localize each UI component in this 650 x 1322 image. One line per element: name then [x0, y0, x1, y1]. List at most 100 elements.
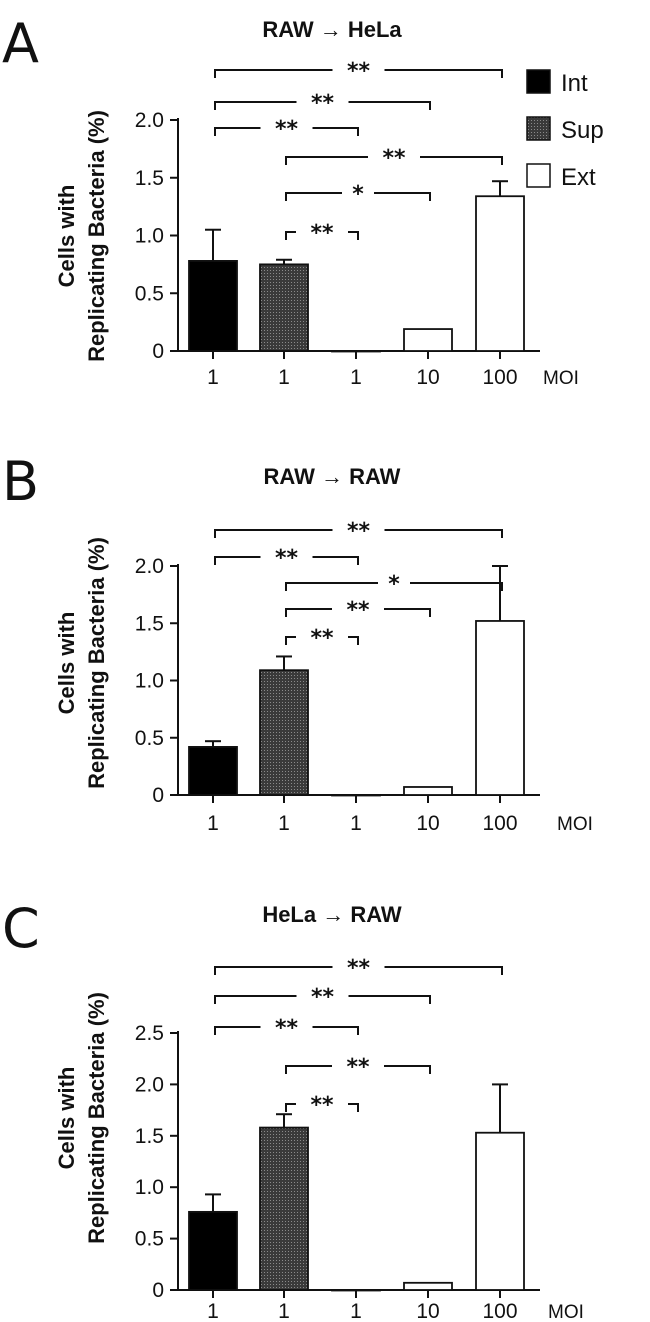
bar-int — [188, 746, 238, 796]
bracket-right — [410, 582, 503, 591]
y-axis-label-line: Replicating Bacteria (%) — [84, 110, 109, 362]
y-tick-label: 2.0 — [135, 109, 164, 132]
bracket-left — [285, 608, 332, 617]
chart-title: HeLa → RAW — [262, 902, 402, 927]
bar-ext — [475, 195, 525, 352]
significance-bracket: * — [285, 572, 503, 597]
significance-label: ** — [275, 117, 299, 142]
bracket-right — [384, 1065, 431, 1074]
y-tick-label: 1.5 — [135, 1125, 164, 1148]
bracket-right — [348, 636, 359, 645]
y-tick-label: 1.0 — [135, 225, 164, 248]
significance-bracket: * — [285, 182, 431, 207]
significance-label: ** — [347, 519, 371, 544]
bracket-left — [285, 156, 368, 165]
y-axis-label: Cells with Replicating Bacteria (%) — [54, 110, 109, 362]
x-tick-label: 1 — [350, 812, 362, 835]
significance-label: ** — [347, 956, 371, 981]
bracket-left — [285, 231, 296, 240]
bracket-right — [384, 966, 503, 975]
y-tick-label: 0.5 — [135, 282, 164, 305]
y-axis-label-line: Cells with — [54, 612, 79, 715]
x-tick-label: 1 — [278, 812, 290, 835]
significance-bracket: ** — [214, 117, 359, 142]
significance-label: * — [388, 572, 400, 597]
bracket-right — [312, 1026, 359, 1035]
chart-panel-a: A RAW → HeLa Cells with Replicating Bacteri… — [2, 12, 579, 389]
x-axis-label: MOI — [557, 814, 593, 835]
x-tick-label: 10 — [416, 366, 439, 389]
bracket-left — [214, 1026, 261, 1035]
y-tick-label: 2.0 — [135, 555, 164, 578]
significance-bracket: ** — [214, 59, 503, 84]
significance-label: ** — [311, 985, 335, 1010]
significance-bracket: ** — [214, 546, 359, 571]
significance-label: ** — [310, 1093, 334, 1118]
y-axis-label: Cells with Replicating Bacteria (%) — [54, 992, 109, 1244]
y-axis-label-line: Cells with — [54, 185, 79, 288]
significance-label: ** — [346, 598, 370, 623]
legend-label-int: Int — [561, 70, 588, 97]
bracket-right — [384, 69, 503, 78]
y-tick-label: 1.0 — [135, 670, 164, 693]
panel-letter: B — [2, 450, 39, 513]
bar-ext — [475, 620, 525, 796]
bracket-left — [214, 966, 333, 975]
y-tick-label: 1.0 — [135, 1176, 164, 1199]
bar-int — [188, 1210, 238, 1291]
y-tick-label: 0.5 — [135, 1228, 164, 1251]
significance-label: ** — [275, 546, 299, 571]
x-axis-label: MOI — [548, 1302, 584, 1322]
significance-label: * — [352, 182, 364, 207]
legend-swatch-ext — [526, 163, 551, 188]
y-tick-label: 1.5 — [135, 167, 164, 190]
significance-bracket: ** — [285, 1055, 431, 1080]
x-tick-label: 100 — [482, 812, 517, 835]
bracket-right — [348, 101, 431, 110]
legend: Int Sup Ext — [526, 69, 604, 191]
significance-bracket: ** — [214, 985, 431, 1010]
bracket-right — [348, 995, 431, 1004]
significance-label: ** — [310, 626, 334, 651]
bracket-left — [285, 192, 342, 201]
bracket-right — [374, 192, 431, 201]
x-axis-label: MOI — [543, 368, 579, 389]
x-tick-label: 1 — [278, 1300, 290, 1322]
significance-bracket: ** — [285, 626, 359, 651]
bar-ext — [403, 328, 453, 352]
significance-bracket: ** — [214, 519, 503, 544]
y-tick-label: 1.5 — [135, 612, 164, 635]
chart-panel-b: B RAW → RAW Cells with Replicating Bacteria… — [2, 450, 593, 835]
y-tick-label: 2.0 — [135, 1073, 164, 1096]
significance-bracket: ** — [214, 956, 503, 981]
bracket-left — [214, 69, 333, 78]
significance-bracket: ** — [285, 1093, 359, 1118]
bracket-right — [312, 556, 359, 565]
y-tick-label: 2.5 — [135, 1022, 164, 1045]
significance-label: ** — [347, 59, 371, 84]
bracket-left — [285, 636, 296, 645]
significance-bracket: ** — [285, 221, 359, 246]
significance-bracket: ** — [214, 91, 431, 116]
bracket-left — [214, 127, 261, 136]
bar-ext — [475, 1131, 525, 1291]
significance-label: ** — [382, 146, 406, 171]
x-tick-label: 1 — [350, 1300, 362, 1322]
bracket-right — [312, 127, 359, 136]
bracket-left — [285, 1103, 296, 1112]
x-tick-label: 10 — [416, 1300, 439, 1322]
bracket-left — [214, 101, 297, 110]
significance-label: ** — [275, 1016, 299, 1041]
significance-bracket: ** — [285, 598, 431, 623]
significance-label: ** — [346, 1055, 370, 1080]
significance-bracket: ** — [214, 1016, 359, 1041]
x-tick-label: 100 — [482, 1300, 517, 1322]
y-axis-label-line: Replicating Bacteria (%) — [84, 992, 109, 1244]
significance-label: ** — [310, 221, 334, 246]
y-tick-label: 0.5 — [135, 727, 164, 750]
bar-ext — [403, 1281, 453, 1291]
bracket-right — [384, 608, 431, 617]
chart-panel-c: C HeLa → RAW Cells with Replicating Bacteri… — [2, 897, 584, 1322]
legend-swatch-sup — [526, 116, 551, 141]
y-axis-label: Cells with Replicating Bacteria (%) — [54, 537, 109, 789]
